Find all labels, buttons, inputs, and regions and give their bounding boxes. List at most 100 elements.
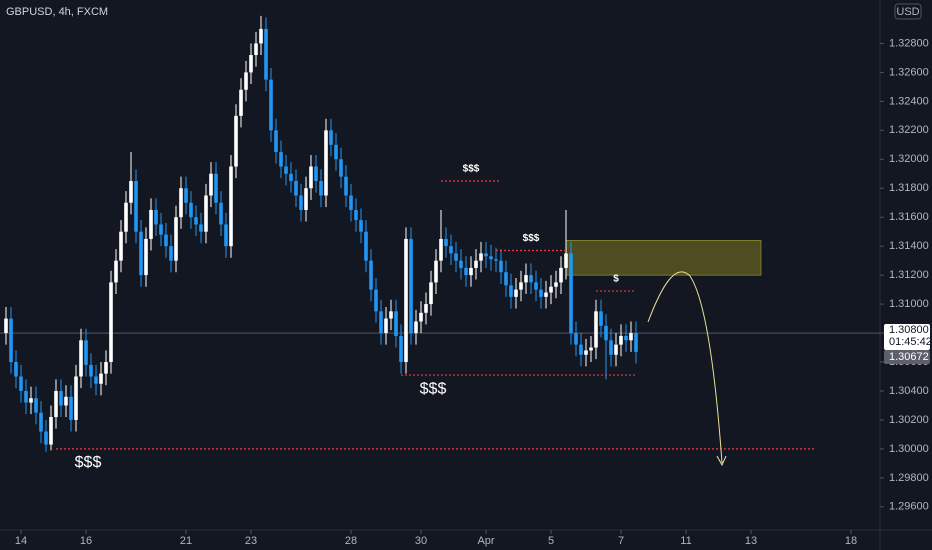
x-tick-label: 21 [180, 535, 192, 547]
candle-body [39, 412, 43, 432]
candle-body [169, 246, 173, 261]
candle-body [584, 350, 588, 355]
candle-body [299, 195, 303, 210]
candle-body [444, 238, 448, 247]
candle-body [229, 166, 233, 247]
candle-body [119, 231, 123, 261]
candle-body [404, 238, 408, 363]
candle-body [144, 238, 148, 276]
candles [4, 15, 638, 452]
x-tick-label: 18 [845, 535, 857, 547]
candle-body [259, 28, 263, 44]
candle-body [254, 43, 258, 56]
candle-body [534, 282, 538, 290]
candle-body [109, 282, 113, 363]
candle-body [429, 282, 433, 305]
candle-body [339, 159, 343, 177]
candle-body [104, 362, 108, 374]
candle-body [134, 181, 138, 232]
candle-body [209, 173, 213, 196]
candle-body [574, 333, 578, 345]
candle-body [224, 224, 228, 247]
y-tick-label: 1.31000 [889, 298, 929, 310]
y-tick-label: 1.30000 [889, 443, 929, 455]
candle-body [164, 234, 168, 247]
projection-curve [647, 271, 723, 464]
candle-body [189, 202, 193, 218]
y-tick-label: 1.30400 [889, 385, 929, 397]
candle-body [249, 55, 253, 73]
y-tick-label: 1.29600 [889, 501, 929, 513]
candle-body [474, 260, 478, 268]
candle-body [374, 289, 378, 312]
candle-body [464, 267, 468, 276]
candle-body [604, 325, 608, 341]
candle-body [609, 340, 613, 355]
chart-title: GBPUSD, 4h, FXCM [6, 6, 108, 18]
candle-body [99, 373, 103, 384]
candle-body [24, 390, 28, 403]
candle-body [214, 173, 218, 203]
candle-body [504, 272, 508, 286]
candle-body [379, 311, 383, 334]
candle-body [304, 188, 308, 210]
candle-body [274, 130, 278, 153]
candle-body [139, 231, 143, 276]
y-tick-label: 1.30200 [889, 414, 929, 426]
candle-body [219, 202, 223, 225]
candle-body [269, 79, 273, 131]
supply-zone [565, 240, 762, 276]
candle-body [94, 376, 98, 384]
candle-body [354, 209, 358, 221]
candle-body [244, 72, 248, 90]
candle-body [344, 176, 348, 196]
candle-body [479, 253, 483, 261]
candle-body [234, 115, 238, 167]
candle-body [599, 311, 603, 326]
candle-body [239, 89, 243, 116]
x-tick-label: 13 [745, 535, 757, 547]
candle-body [419, 312, 423, 322]
candle-body [359, 220, 363, 232]
candle-body [294, 181, 298, 196]
y-tick-label: 1.32000 [889, 153, 929, 165]
candle-body [589, 347, 593, 351]
candle-body [559, 267, 563, 283]
candle-body [149, 209, 153, 239]
candle-body [14, 362, 18, 377]
candle-body [549, 286, 553, 293]
candle-body [394, 311, 398, 336]
currency-label: USD [896, 6, 919, 18]
candle-body [74, 376, 78, 420]
candle-body [29, 398, 33, 403]
candle-body [194, 217, 198, 225]
y-tick-label: 1.32600 [889, 66, 929, 78]
x-tick-label: 14 [15, 535, 27, 547]
candle-body [279, 152, 283, 167]
candle-body [499, 260, 503, 273]
liquidity-label: $$$ [75, 454, 102, 471]
candle-body [114, 260, 118, 283]
candle-body [399, 335, 403, 363]
candle-body [179, 188, 183, 218]
y-tick-label: 1.31600 [889, 211, 929, 223]
candle-body [454, 253, 458, 261]
candle-body [314, 166, 318, 182]
liquidity-label: $$$ [523, 233, 540, 244]
x-tick-label: 5 [548, 535, 554, 547]
liquidity-label: $$$ [463, 164, 480, 175]
candle-body [634, 333, 638, 352]
candle-body [159, 224, 163, 235]
candle-body [334, 144, 338, 160]
candle-body [9, 318, 13, 363]
candle-body [199, 224, 203, 232]
y-tick-label: 1.31800 [889, 182, 929, 194]
candle-body [174, 217, 178, 261]
y-tick-label: 1.32200 [889, 124, 929, 136]
candle-body [154, 209, 158, 225]
candle-body [569, 253, 573, 334]
candle-body [579, 344, 583, 355]
last-price-label: 1.30672 [889, 351, 929, 363]
x-tick-label: 7 [618, 535, 624, 547]
